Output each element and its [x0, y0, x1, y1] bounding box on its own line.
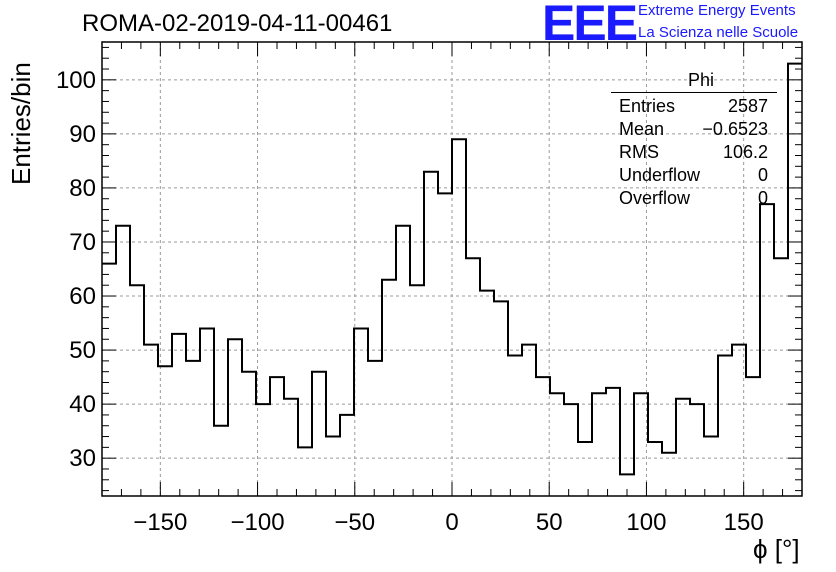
- stats-row-overflow: Overflow 0: [611, 187, 777, 210]
- x-tick-label: −50: [334, 509, 375, 536]
- y-tick-label: 60: [69, 283, 96, 310]
- stats-row-entries: Entries 2587: [611, 95, 777, 118]
- stats-label: Underflow: [619, 165, 701, 185]
- x-tick-label: −100: [231, 509, 285, 536]
- axis-tick-labels: −150 −100 −50 0 50 100 150 30 40 50 60 70 80 90 100: [56, 67, 764, 536]
- stats-value: 0: [757, 188, 768, 208]
- x-tick-label: 150: [724, 509, 764, 536]
- y-tick-label: 100: [56, 67, 96, 94]
- stats-value: 0: [757, 165, 768, 185]
- y-tick-label: 90: [69, 121, 96, 148]
- stats-value: −0.6523: [702, 119, 768, 139]
- y-tick-label: 30: [69, 445, 96, 472]
- x-tick-label: 50: [536, 509, 563, 536]
- stats-label: Entries: [619, 96, 676, 116]
- y-axis-label: Entries/bin: [6, 62, 36, 185]
- axis-ticks: [101, 42, 803, 496]
- x-tick-label: 0: [445, 509, 458, 536]
- stats-value: 106.2: [722, 142, 768, 162]
- y-tick-label: 50: [69, 337, 96, 364]
- chart-title: ROMA-02-2019-04-11-00461: [82, 10, 393, 37]
- x-tick-label: 100: [626, 509, 666, 536]
- y-tick-label: 70: [69, 229, 96, 256]
- stats-row-underflow: Underflow 0: [611, 164, 777, 187]
- grid-lines: [102, 42, 802, 496]
- histogram-series-line: [102, 62, 802, 476]
- x-tick-label: −150: [133, 509, 187, 536]
- stats-label: RMS: [619, 142, 659, 162]
- stats-row-mean: Mean −0.6523: [611, 118, 777, 141]
- stats-label: Overflow: [619, 188, 691, 208]
- y-tick-label: 40: [69, 391, 96, 418]
- y-tick-label: 80: [69, 175, 96, 202]
- stats-label: Mean: [619, 119, 665, 139]
- stats-box: Phi Entries 2587 Mean −0.6523 RMS 106.2 …: [611, 70, 777, 210]
- stats-row-rms: RMS 106.2: [611, 141, 777, 164]
- logo-line-1: Extreme Energy Events: [638, 2, 796, 19]
- stats-title: Phi: [611, 70, 777, 93]
- eee-logo: EEE: [542, 0, 638, 51]
- x-axis-label: ϕ [°]: [753, 534, 800, 564]
- stats-value: 2587: [727, 96, 768, 116]
- logo-line-2: La Scienza nelle Scuole: [638, 24, 799, 41]
